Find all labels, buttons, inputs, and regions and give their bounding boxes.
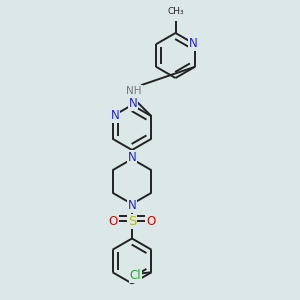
- Text: N: N: [128, 151, 136, 164]
- Text: CH₃: CH₃: [167, 8, 184, 16]
- Text: N: N: [110, 109, 119, 122]
- Text: N: N: [128, 97, 137, 110]
- Text: O: O: [109, 215, 118, 228]
- Text: NH: NH: [126, 85, 142, 96]
- Text: O: O: [146, 215, 155, 228]
- Text: S: S: [128, 215, 136, 228]
- Text: N: N: [189, 37, 198, 50]
- Text: N: N: [128, 199, 136, 212]
- Text: Cl: Cl: [130, 269, 141, 282]
